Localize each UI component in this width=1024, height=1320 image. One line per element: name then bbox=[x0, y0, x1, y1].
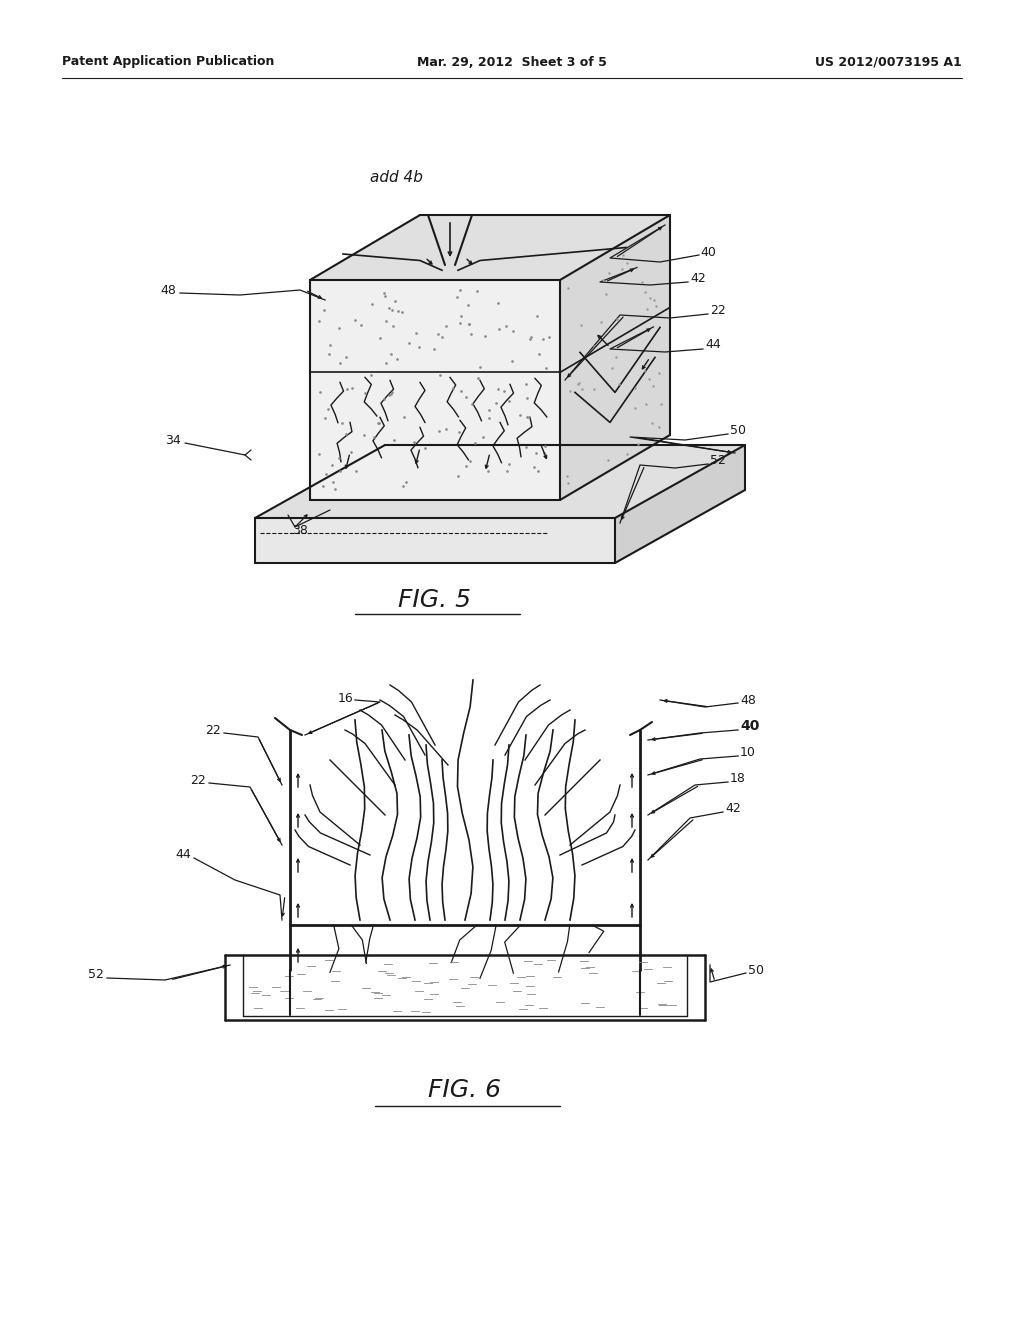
Text: 22: 22 bbox=[710, 304, 726, 317]
Text: add 4b: add 4b bbox=[370, 170, 423, 186]
Polygon shape bbox=[255, 517, 615, 564]
Text: 40: 40 bbox=[740, 719, 760, 733]
Text: 22: 22 bbox=[190, 774, 206, 787]
Text: US 2012/0073195 A1: US 2012/0073195 A1 bbox=[815, 55, 962, 69]
Text: 18: 18 bbox=[730, 771, 745, 784]
Polygon shape bbox=[615, 445, 745, 564]
Text: 22: 22 bbox=[205, 723, 221, 737]
Text: 34: 34 bbox=[165, 433, 181, 446]
Text: Patent Application Publication: Patent Application Publication bbox=[62, 55, 274, 69]
Text: 42: 42 bbox=[690, 272, 706, 285]
Text: 44: 44 bbox=[175, 849, 190, 862]
Polygon shape bbox=[310, 280, 560, 500]
Polygon shape bbox=[255, 445, 745, 517]
Text: 44: 44 bbox=[705, 338, 721, 351]
Text: 52: 52 bbox=[710, 454, 726, 466]
Text: Mar. 29, 2012  Sheet 3 of 5: Mar. 29, 2012 Sheet 3 of 5 bbox=[417, 55, 607, 69]
Text: 42: 42 bbox=[725, 801, 740, 814]
Text: FIG. 5: FIG. 5 bbox=[398, 587, 471, 612]
Polygon shape bbox=[310, 215, 670, 280]
Text: 50: 50 bbox=[748, 964, 764, 977]
Text: 16: 16 bbox=[338, 692, 353, 705]
Text: 48: 48 bbox=[740, 693, 756, 706]
Polygon shape bbox=[560, 215, 670, 500]
Text: 48: 48 bbox=[160, 284, 176, 297]
Text: 52: 52 bbox=[88, 969, 103, 982]
Text: 38: 38 bbox=[292, 524, 308, 536]
Text: 50: 50 bbox=[730, 424, 746, 437]
Text: 40: 40 bbox=[700, 246, 716, 259]
Text: FIG. 6: FIG. 6 bbox=[428, 1078, 502, 1102]
Text: 10: 10 bbox=[740, 746, 756, 759]
